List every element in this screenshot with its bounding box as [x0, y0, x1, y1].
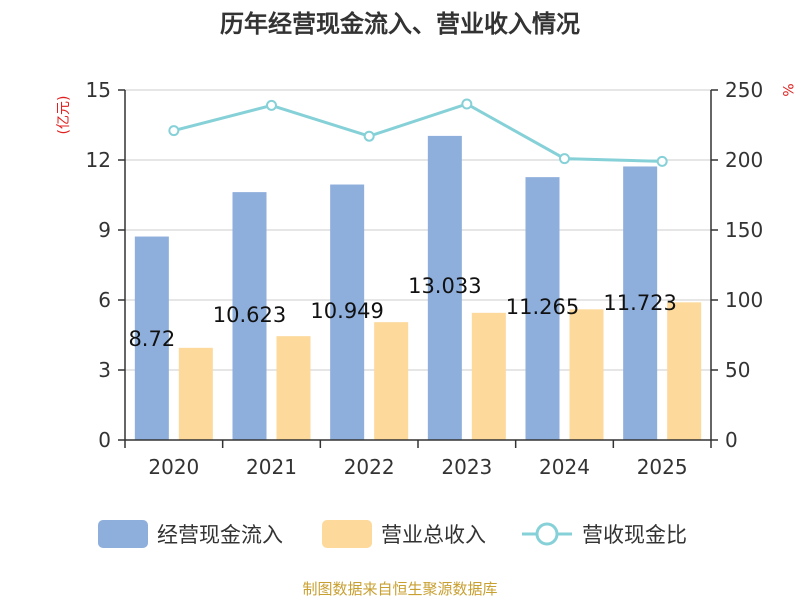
x-tick-label: 2025	[637, 455, 688, 479]
data-label-cash-inflow: 10.623	[213, 303, 286, 327]
chart-title: 历年经营现金流入、营业收入情况	[220, 10, 580, 38]
legend-label-ratio: 营收现金比	[582, 523, 687, 547]
source-note: 制图数据来自恒生聚源数据库	[302, 580, 497, 598]
legend-swatch-cash-inflow	[98, 520, 148, 548]
data-label-cash-inflow: 11.265	[506, 295, 579, 319]
y-left-tick-label: 12	[86, 148, 111, 172]
bar-cash-inflow	[134, 236, 169, 440]
point-ratio	[461, 98, 473, 110]
y-right-tick-label: 150	[725, 218, 763, 242]
legend-label-cash-inflow: 经营现金流入	[157, 523, 283, 547]
x-tick-label: 2024	[539, 455, 590, 479]
y-left-tick-label: 3	[98, 358, 111, 382]
bar-revenue	[374, 322, 409, 440]
x-tick-label: 2020	[148, 455, 199, 479]
y-left-tick-label: 9	[98, 218, 111, 242]
point-ratio	[168, 125, 180, 137]
legend-swatch-revenue	[322, 520, 372, 548]
y-left-tick-label: 15	[86, 78, 111, 102]
line-ratio	[173, 102, 663, 163]
x-tick-label: 2023	[441, 455, 492, 479]
bar-revenue	[276, 336, 311, 440]
x-tick-label: 2021	[246, 455, 297, 479]
data-label-cash-inflow: 8.72	[128, 327, 175, 351]
left-axis-unit: (亿元)	[56, 96, 72, 135]
y-right-tick-label: 0	[725, 428, 738, 452]
data-label-cash-inflow: 13.033	[408, 274, 481, 298]
bar-revenue	[178, 347, 213, 440]
bar-revenue	[667, 302, 702, 440]
bar-cash-inflow	[623, 166, 658, 441]
bar-cash-inflow	[232, 192, 267, 440]
legend-label-revenue: 营业总收入	[381, 523, 486, 547]
bar-cash-inflow	[525, 177, 560, 440]
data-label-cash-inflow: 11.723	[603, 291, 676, 315]
x-tick-label: 2022	[344, 455, 395, 479]
bar-cash-inflow	[427, 135, 462, 440]
bar-revenue	[471, 312, 506, 440]
point-ratio	[363, 130, 375, 142]
point-ratio	[559, 153, 570, 165]
data-label-cash-inflow: 10.949	[310, 299, 383, 323]
legend-marker-ratio	[535, 522, 559, 546]
point-ratio	[266, 99, 277, 111]
y-right-tick-label: 200	[725, 148, 763, 172]
y-right-tick-label: 250	[725, 78, 763, 102]
y-right-tick-label: 50	[725, 358, 750, 382]
bar-cash-inflow	[330, 184, 365, 440]
bar-revenue	[569, 309, 604, 440]
y-left-tick-label: 0	[98, 428, 111, 452]
point-ratio	[656, 155, 668, 167]
legend: 经营现金流入 营业总收入 营收现金比	[98, 520, 687, 548]
y-right-tick-label: 100	[725, 288, 763, 312]
right-axis-unit: %	[779, 83, 795, 96]
y-left-tick-label: 6	[98, 288, 111, 312]
